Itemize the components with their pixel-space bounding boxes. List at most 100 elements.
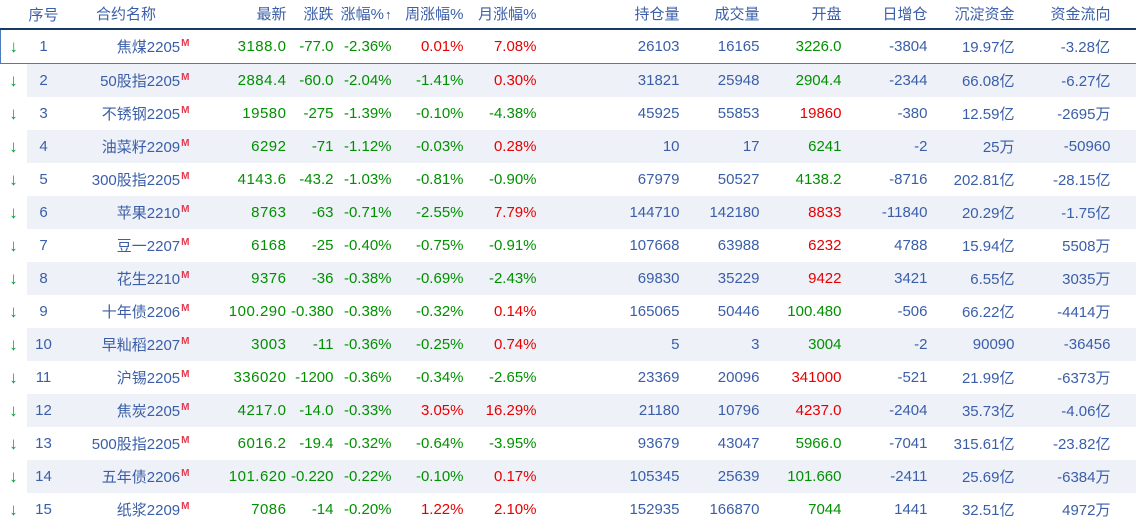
volume-cell: 142180 bbox=[684, 196, 764, 229]
change-percent-cell: -0.36% bbox=[338, 328, 396, 361]
main-contract-marker: M bbox=[181, 171, 189, 182]
month-percent-cell: -4.38% bbox=[468, 97, 541, 130]
week-percent-cell: -0.32% bbox=[396, 295, 468, 328]
header-fund-flow[interactable]: 资金流向 bbox=[1019, 0, 1136, 29]
contract-name: 苹果2210 bbox=[117, 205, 180, 222]
header-week-percent[interactable]: 周涨幅% bbox=[396, 0, 468, 29]
week-percent-cell: 0.01% bbox=[396, 29, 468, 64]
month-percent-cell: 0.30% bbox=[468, 64, 541, 98]
main-contract-marker: M bbox=[181, 138, 189, 149]
daily-increase-cell: -2 bbox=[846, 328, 932, 361]
fund-flow-cell: -4.06亿 bbox=[1019, 394, 1136, 427]
open-price-cell: 101.660 bbox=[764, 460, 846, 493]
daily-increase-cell: -7041 bbox=[846, 427, 932, 460]
header-contract-name[interactable]: 合约名称 bbox=[61, 0, 196, 29]
row-number-cell: 15 bbox=[27, 493, 61, 526]
volume-cell: 50446 bbox=[684, 295, 764, 328]
header-change[interactable]: 涨跌 bbox=[291, 0, 338, 29]
header-open-interest[interactable]: 持仓量 bbox=[541, 0, 684, 29]
header-month-percent[interactable]: 月涨幅% bbox=[468, 0, 541, 29]
open-interest-cell: 26103 bbox=[541, 29, 684, 64]
direction-cell: ↓ bbox=[1, 427, 27, 460]
contract-name-cell: 五年债2206M bbox=[61, 460, 196, 493]
direction-cell: ↓ bbox=[1, 29, 27, 64]
row-number-cell: 9 bbox=[27, 295, 61, 328]
month-percent-cell: 0.14% bbox=[468, 295, 541, 328]
header-change-percent[interactable]: 涨幅%↑ bbox=[338, 0, 396, 29]
main-contract-marker: M bbox=[181, 369, 189, 380]
open-interest-cell: 93679 bbox=[541, 427, 684, 460]
open-interest-cell: 67979 bbox=[541, 163, 684, 196]
fund-flow-cell: -36456 bbox=[1019, 328, 1136, 361]
daily-increase-cell: -8716 bbox=[846, 163, 932, 196]
contract-name: 花生2210 bbox=[117, 271, 180, 288]
deposited-funds-cell: 20.29亿 bbox=[932, 196, 1019, 229]
main-contract-marker: M bbox=[181, 270, 189, 281]
contract-name: 早籼稻2207 bbox=[102, 337, 180, 354]
fund-flow-cell: -23.82亿 bbox=[1019, 427, 1136, 460]
volume-cell: 25948 bbox=[684, 64, 764, 98]
change-percent-cell: -0.36% bbox=[338, 361, 396, 394]
fund-flow-cell: 5508万 bbox=[1019, 229, 1136, 262]
month-percent-cell: 2.10% bbox=[468, 493, 541, 526]
header-open-price[interactable]: 开盘 bbox=[764, 0, 846, 29]
change-cell: -63 bbox=[291, 196, 338, 229]
main-contract-marker: M bbox=[181, 336, 189, 347]
open-price-cell: 19860 bbox=[764, 97, 846, 130]
last-price-cell: 4217.0 bbox=[196, 394, 291, 427]
header-last-price[interactable]: 最新 bbox=[196, 0, 291, 29]
contract-name-cell: 油菜籽2209M bbox=[61, 130, 196, 163]
open-interest-cell: 144710 bbox=[541, 196, 684, 229]
change-cell: -60.0 bbox=[291, 64, 338, 98]
week-percent-cell: -0.25% bbox=[396, 328, 468, 361]
contract-name-cell: 早籼稻2207M bbox=[61, 328, 196, 361]
volume-cell: 10796 bbox=[684, 394, 764, 427]
month-percent-cell: -0.90% bbox=[468, 163, 541, 196]
contract-name: 不锈钢2205 bbox=[102, 106, 180, 123]
row-number-cell: 1 bbox=[27, 29, 61, 64]
main-contract-marker: M bbox=[181, 435, 189, 446]
deposited-funds-cell: 25万 bbox=[932, 130, 1019, 163]
header-deposited-funds[interactable]: 沉淀资金 bbox=[932, 0, 1019, 29]
month-percent-cell: -2.43% bbox=[468, 262, 541, 295]
deposited-funds-cell: 35.73亿 bbox=[932, 394, 1019, 427]
last-price-cell: 336020 bbox=[196, 361, 291, 394]
open-interest-cell: 152935 bbox=[541, 493, 684, 526]
header-seq[interactable]: 序号 bbox=[27, 0, 61, 29]
change-percent-cell: -0.71% bbox=[338, 196, 396, 229]
volume-cell: 63988 bbox=[684, 229, 764, 262]
last-price-cell: 8763 bbox=[196, 196, 291, 229]
contract-name: 纸浆2209 bbox=[117, 502, 180, 519]
change-cell: -36 bbox=[291, 262, 338, 295]
contract-name-cell: 沪锡2205M bbox=[61, 361, 196, 394]
volume-cell: 166870 bbox=[684, 493, 764, 526]
fund-flow-cell: -2695万 bbox=[1019, 97, 1136, 130]
header-volume[interactable]: 成交量 bbox=[684, 0, 764, 29]
week-percent-cell: -0.10% bbox=[396, 460, 468, 493]
month-percent-cell: 0.74% bbox=[468, 328, 541, 361]
daily-increase-cell: -2344 bbox=[846, 64, 932, 98]
fund-flow-cell: 4972万 bbox=[1019, 493, 1136, 526]
deposited-funds-cell: 21.99亿 bbox=[932, 361, 1019, 394]
contract-name-cell: 十年债2206M bbox=[61, 295, 196, 328]
deposited-funds-cell: 32.51亿 bbox=[932, 493, 1019, 526]
header-daily-position-increase[interactable]: 日增仓 bbox=[846, 0, 932, 29]
fund-flow-cell: -28.15亿 bbox=[1019, 163, 1136, 196]
daily-increase-cell: 4788 bbox=[846, 229, 932, 262]
main-contract-marker: M bbox=[181, 105, 189, 116]
